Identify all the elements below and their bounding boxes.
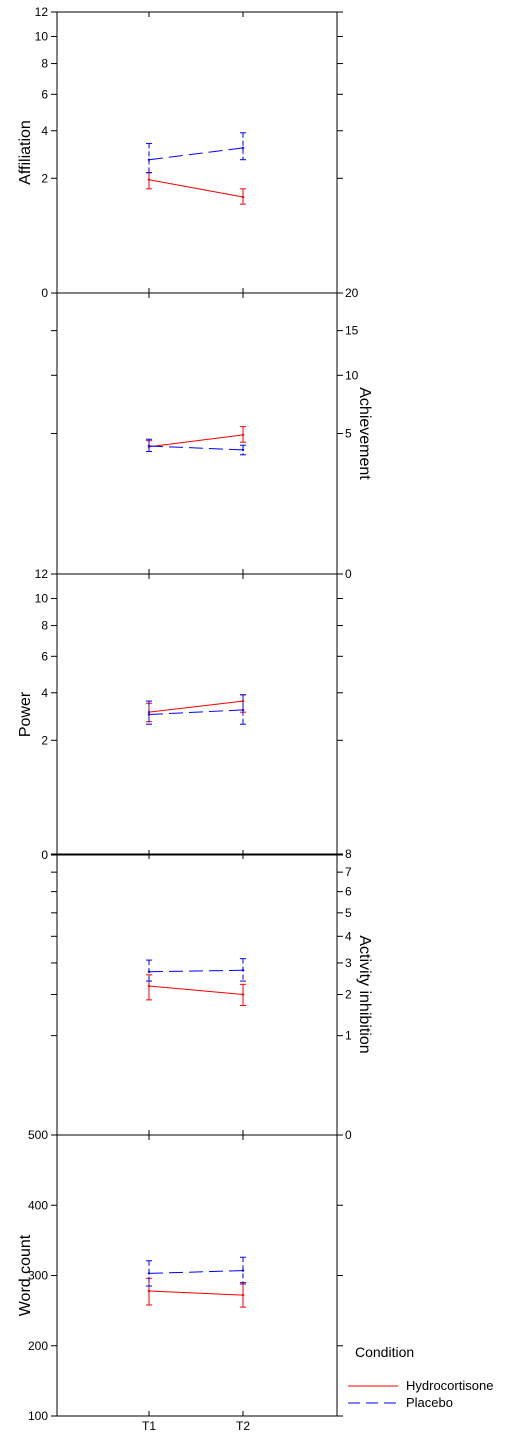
series-hydrocortisone-activity-inhibition — [146, 974, 246, 1006]
chart-marks — [146, 132, 246, 1308]
data-point — [147, 1272, 151, 1275]
panel-activity-inhibition: 0 1 2 3 4 5 6 7 8 Activity inhibition — [51, 847, 373, 1142]
y-tick-label: 4 — [41, 686, 48, 700]
y-tick-label: 7 — [345, 865, 352, 879]
y-tick-label: 4 — [345, 929, 352, 943]
y-tick-label: 1 — [345, 1029, 352, 1043]
series-hydrocortisone-power — [146, 694, 246, 723]
series-line — [148, 985, 244, 995]
y-tick-label: 8 — [345, 847, 352, 861]
y-tick-label: 200 — [28, 1339, 48, 1353]
y-tick-label: 8 — [41, 57, 48, 71]
data-point — [147, 444, 151, 448]
y-axis-title: Word count — [17, 1234, 34, 1316]
y-tick-label: 100 — [28, 1409, 48, 1423]
series-line — [148, 179, 244, 198]
y-tick-label: 0 — [345, 567, 352, 581]
series-line — [148, 147, 244, 161]
y-tick-label: 300 — [28, 1269, 48, 1283]
y-tick-label: 10 — [35, 29, 49, 43]
data-point — [241, 1293, 245, 1297]
y-tick-label: 15 — [345, 324, 359, 338]
y-tick-label: 5 — [345, 906, 352, 920]
data-point — [147, 158, 151, 161]
data-point — [241, 699, 245, 703]
series-line — [148, 445, 244, 451]
y-tick-label: 10 — [35, 591, 49, 605]
data-point — [241, 433, 245, 437]
y-tick-label: 20 — [345, 286, 359, 300]
y-tick-label: 0 — [345, 1128, 352, 1142]
data-point — [241, 195, 245, 199]
panel-achievement: 0 5 10 15 20 Achievement — [51, 286, 373, 581]
series-placebo-activity-inhibition — [146, 958, 246, 982]
y-tick-label: 12 — [35, 567, 49, 581]
y-tick-label: 500 — [28, 1128, 48, 1142]
y-axis-title: Achievement — [356, 387, 373, 480]
series-hydrocortisone-word-count — [146, 1277, 246, 1308]
y-tick-label: 10 — [345, 368, 359, 382]
legend-label-hydrocortisone: Hydrocortisone — [406, 1378, 493, 1393]
series-line — [148, 434, 244, 448]
y-axis-title: Activity inhibition — [356, 935, 373, 1053]
y-tick-label: 6 — [41, 649, 48, 663]
data-point — [241, 448, 245, 452]
data-point — [241, 969, 245, 972]
y-tick-label: 12 — [35, 5, 49, 19]
series-placebo-affiliation — [146, 132, 246, 174]
y-tick-label: 6 — [41, 87, 48, 101]
data-point — [241, 146, 245, 150]
y-tick-label: 3 — [345, 956, 352, 970]
y-tick-label: 400 — [28, 1198, 48, 1212]
y-tick-label: 2 — [345, 988, 352, 1002]
y-tick-label: 4 — [41, 124, 48, 138]
legend: Condition Hydrocortisone Placebo — [348, 1344, 493, 1410]
y-tick-label: 0 — [41, 848, 48, 862]
data-point — [241, 708, 245, 712]
y-tick-label: 2 — [41, 733, 48, 747]
series-line — [148, 700, 244, 713]
data-point — [241, 1269, 245, 1272]
series-placebo-power — [146, 694, 246, 725]
data-point — [147, 1289, 151, 1293]
data-point — [147, 970, 151, 973]
legend-title: Condition — [355, 1344, 414, 1360]
series-placebo-word-count — [146, 1256, 246, 1287]
series-line — [148, 1290, 244, 1296]
series-placebo-achievement — [146, 438, 246, 456]
y-tick-label: 6 — [345, 885, 352, 899]
panel-power: 0 2 4 6 8 10 12 Power — [17, 567, 343, 862]
chart-frames: 024681012Affiliation05101520Achievement0… — [17, 5, 373, 1433]
data-point — [241, 993, 245, 996]
panel-word-count: 100 200 300 400 500 Word count — [17, 1128, 343, 1423]
y-tick-label: 5 — [345, 427, 352, 441]
series-line — [148, 1270, 244, 1274]
y-tick-label: 0 — [41, 286, 48, 300]
x-tick-label: T1 — [142, 1419, 156, 1433]
data-point — [147, 984, 151, 988]
legend-label-placebo: Placebo — [406, 1395, 453, 1410]
series-line — [148, 709, 244, 715]
y-axis-title: Power — [17, 691, 34, 737]
data-point — [147, 713, 151, 716]
y-axis-title: Affiliation — [17, 120, 34, 185]
y-tick-label: 2 — [41, 171, 48, 185]
panel-affiliation: 0 2 4 6 8 10 12 Affiliation — [17, 5, 343, 300]
x-tick-label: T2 — [236, 1419, 250, 1433]
series-hydrocortisone-affiliation — [146, 172, 246, 205]
data-point — [147, 178, 151, 181]
series-line — [148, 969, 244, 973]
y-tick-label: 8 — [41, 619, 48, 633]
